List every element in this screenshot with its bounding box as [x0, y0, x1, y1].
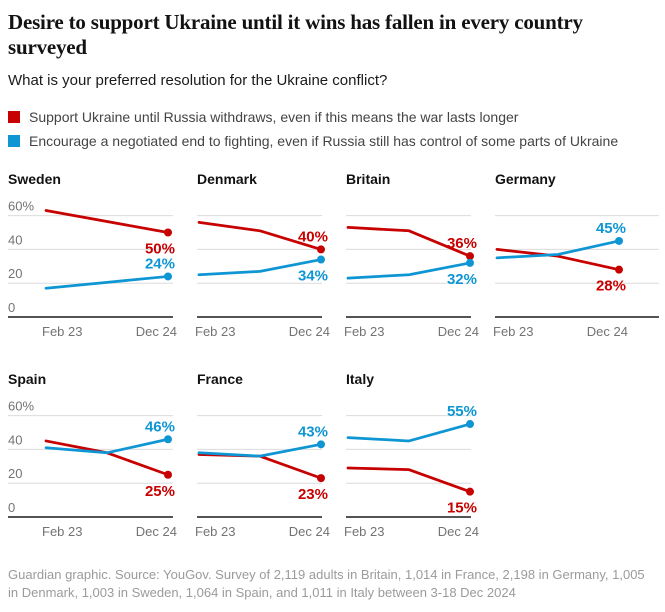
panel-title: Sweden	[8, 170, 61, 187]
blue-value-label: 32%	[447, 270, 477, 287]
chart-panel-britain: Britain 36% 32% Feb 23 Dec 24	[344, 170, 479, 342]
blue-end-dot	[317, 439, 325, 448]
line-chart-france: 23% 43% Feb 23 Dec 24	[195, 414, 330, 539]
red-value-label: 36%	[447, 235, 477, 252]
blue-value-label: 46%	[145, 418, 175, 435]
x-tick-label-end: Dec 24	[289, 324, 330, 339]
blue-series-line	[346, 422, 472, 442]
blue-value-label: 24%	[145, 255, 175, 272]
y-tick-label: 0	[8, 300, 15, 315]
small-multiples-grid: Sweden 60% 40 20 0 50% 24% Feb 23 Dec 24 Denmark 4…	[8, 170, 659, 542]
chart-panel-italy: Italy 15% 55% Feb 23 Dec 24	[344, 370, 479, 542]
x-tick-label-start: Feb 23	[493, 324, 533, 339]
chart-panel-germany: Germany 28% 45% Feb 23 Dec 24	[493, 170, 659, 342]
line-chart-sweden: 60% 40 20 0 50%24% Feb 23 Dec 24	[8, 198, 177, 339]
red-series-line	[197, 452, 323, 480]
y-tick-label: 20	[8, 466, 22, 481]
y-tick-label: 0	[8, 500, 15, 515]
blue-value-label: 43%	[298, 423, 328, 440]
x-tick-label-end: Dec 24	[136, 324, 177, 339]
red-series-line	[44, 208, 170, 234]
red-end-dot	[164, 470, 172, 479]
y-tick-label: 40	[8, 432, 22, 447]
red-end-dot	[317, 473, 325, 482]
x-tick-label-start: Feb 23	[42, 524, 82, 539]
x-tick-label-end: Dec 24	[136, 524, 177, 539]
blue-series-line	[44, 274, 170, 290]
y-tick-label: 60%	[8, 198, 34, 213]
blue-series-line	[197, 257, 323, 276]
red-end-dot	[164, 228, 172, 237]
line-chart-germany: 28% 45% Feb 23 Dec 24	[493, 214, 659, 339]
red-end-dot	[466, 251, 474, 260]
blue-value-label: 45%	[596, 219, 626, 236]
line-chart-spain: 60% 40 20 0 25% 46% Feb 23 Dec 24	[8, 398, 177, 539]
blue-series-line	[346, 261, 472, 280]
blue-series-line	[197, 442, 323, 458]
blue-value-label: 34%	[298, 267, 328, 284]
line-chart-britain: 36% 32% Feb 23 Dec 24	[344, 214, 479, 339]
x-tick-label-start: Feb 23	[195, 524, 235, 539]
line-chart-italy: 15% 55% Feb 23 Dec 24	[344, 403, 479, 539]
chart-panel-denmark: Denmark 40% 34% Feb 23 Dec 24	[195, 170, 330, 342]
x-tick-label-start: Feb 23	[195, 324, 235, 339]
y-tick-label: 20	[8, 266, 22, 281]
red-end-dot	[466, 487, 474, 496]
panel-title: Germany	[495, 170, 556, 187]
red-value-label: 50%	[145, 240, 175, 257]
legend-label-red: Support Ukraine until Russia withdraws, …	[29, 108, 519, 125]
blue-series-line	[44, 437, 170, 454]
legend-item-red: Support Ukraine until Russia withdraws, …	[8, 109, 657, 125]
blue-end-dot	[615, 236, 623, 245]
blue-end-dot	[466, 258, 474, 267]
red-series-line	[346, 225, 472, 258]
chart-panel-spain: Spain 60% 40 20 0 25% 46% Feb 23 Dec 24	[8, 370, 177, 542]
x-tick-label-end: Dec 24	[438, 324, 479, 339]
blue-end-dot	[164, 271, 172, 280]
red-end-dot	[615, 265, 623, 274]
legend-item-blue: Encourage a negotiated end to fighting, …	[8, 133, 657, 149]
red-series-line	[197, 220, 323, 251]
red-series-line	[346, 466, 472, 493]
x-tick-label-end: Dec 24	[587, 324, 628, 339]
blue-series-line	[495, 239, 621, 259]
red-value-label: 23%	[298, 486, 328, 503]
x-tick-label-end: Dec 24	[438, 524, 479, 539]
chart-panel-sweden: Sweden 60% 40 20 0 50% 24% Feb 23 Dec 24	[8, 170, 177, 342]
blue-series-swatch-icon	[8, 134, 20, 147]
x-tick-label-end: Dec 24	[289, 524, 330, 539]
source-note: Guardian graphic. Source: YouGov. Survey…	[8, 566, 645, 600]
red-series-line	[495, 247, 621, 271]
blue-value-label: 55%	[447, 403, 477, 420]
red-value-label: 40%	[298, 228, 328, 245]
panel-title: Italy	[346, 370, 375, 387]
line-chart-denmark: 40% 34% Feb 23 Dec 24	[195, 214, 330, 339]
red-value-label: 25%	[145, 482, 175, 499]
panel-title: Denmark	[197, 170, 257, 187]
x-tick-label-start: Feb 23	[42, 324, 82, 339]
survey-question: What is your preferred resolution for th…	[8, 71, 388, 89]
red-series-swatch-icon	[8, 110, 20, 123]
legend: Support Ukraine until Russia withdraws, …	[8, 109, 657, 149]
chart-panel-france: France 23% 43% Feb 23 Dec 24	[195, 370, 330, 542]
panel-title: France	[197, 370, 243, 387]
red-value-label: 28%	[596, 277, 626, 294]
blue-end-dot	[317, 255, 325, 264]
legend-label-blue: Encourage a negotiated end to fighting, …	[29, 132, 619, 149]
red-value-label: 15%	[447, 499, 477, 516]
red-series-line	[44, 439, 170, 476]
blue-end-dot	[164, 434, 172, 443]
y-tick-label: 60%	[8, 398, 34, 413]
x-tick-label-start: Feb 23	[344, 324, 384, 339]
x-tick-label-start: Feb 23	[344, 524, 384, 539]
red-end-dot	[317, 244, 325, 253]
blue-end-dot	[466, 419, 474, 428]
panel-title: Spain	[8, 370, 47, 387]
y-tick-label: 40	[8, 232, 22, 247]
panel-title: Britain	[346, 170, 391, 187]
page-title: Desire to support Ukraine until it wins …	[8, 10, 583, 59]
